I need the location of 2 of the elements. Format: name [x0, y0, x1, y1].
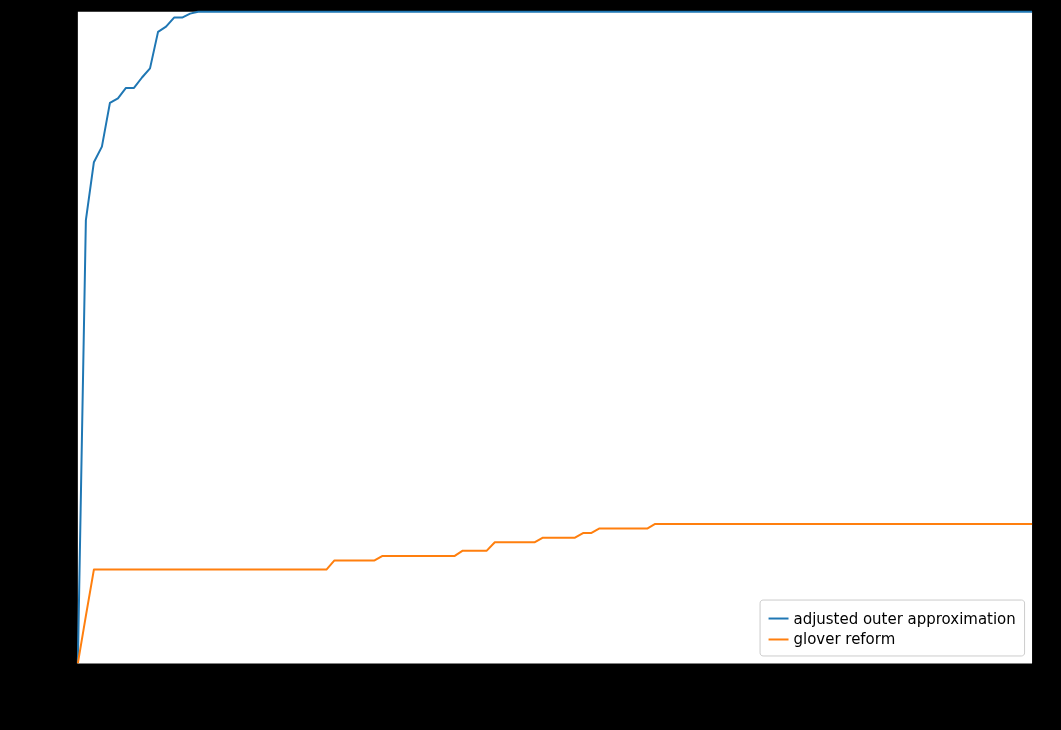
legend-label: adjusted outer approximation — [793, 609, 1016, 628]
legend-label: glover reform — [793, 630, 896, 649]
